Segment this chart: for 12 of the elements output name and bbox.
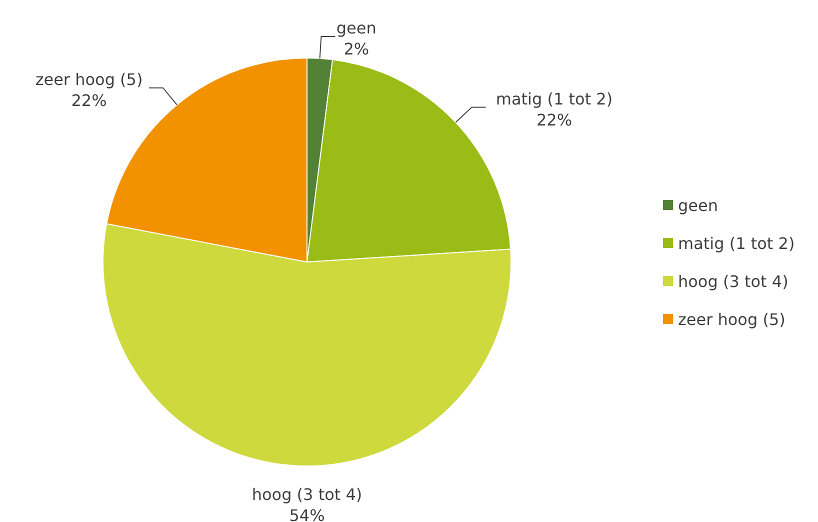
data-label: 22% [536, 110, 572, 130]
legend-label: geen [678, 196, 718, 215]
data-label: 54% [289, 506, 325, 522]
slice-label: hoog (3 tot 4) [252, 485, 362, 504]
data-label: 22% [71, 90, 107, 110]
legend-label: zeer hoog (5) [678, 310, 786, 329]
legend-label: matig (1 tot 2) [678, 234, 795, 253]
legend-label: hoog (3 tot 4) [678, 272, 788, 291]
data-label: 2% [344, 39, 370, 58]
slice-label: zeer hoog (5) [35, 70, 143, 89]
slice-label: matig (1 tot 2) [496, 89, 613, 108]
slice-label: geen [336, 18, 376, 38]
